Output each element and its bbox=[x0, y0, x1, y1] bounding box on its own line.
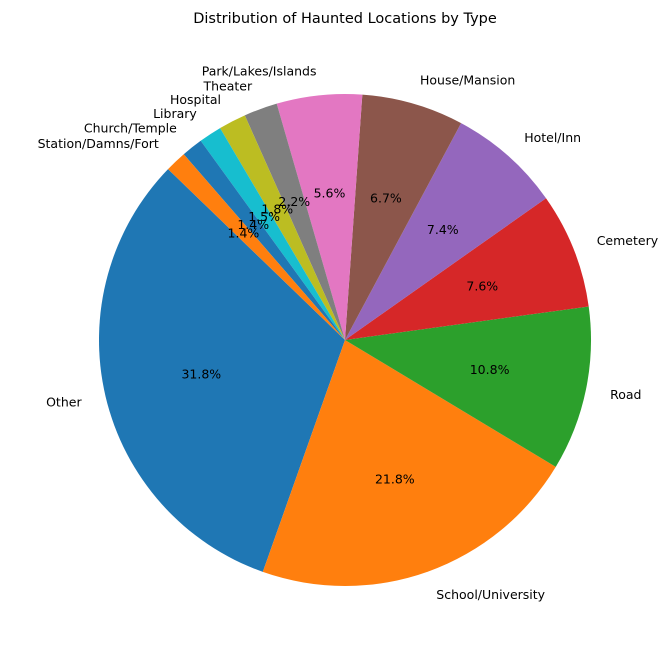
pie-label-road: Road bbox=[610, 387, 641, 402]
pie-label-school-university: School/University bbox=[436, 587, 545, 602]
pie-percent-house-mansion: 6.7% bbox=[370, 191, 402, 206]
pie-slice-house-mansion bbox=[345, 94, 462, 340]
pie-label-hotel-inn: Hotel/Inn bbox=[524, 130, 581, 145]
chart-title: Distribution of Haunted Locations by Typ… bbox=[193, 11, 497, 27]
pie-label-theater: Theater bbox=[202, 78, 252, 93]
pie-percent-church-temple: 1.4% bbox=[237, 217, 269, 232]
pie-percent-hospital: 1.8% bbox=[261, 201, 293, 216]
pie-slice-church-temple bbox=[183, 140, 345, 340]
pie-slice-school-university bbox=[262, 340, 556, 586]
pie-slice-cemetery bbox=[345, 198, 589, 340]
pie-percent-library: 1.5% bbox=[248, 209, 280, 224]
pie-label-house-mansion: House/Mansion bbox=[420, 73, 515, 88]
pie-percent-station-damns-fort: 1.4% bbox=[228, 225, 260, 240]
pie-slice-road bbox=[345, 306, 591, 467]
pie-label-cemetery: Cemetery bbox=[597, 233, 659, 248]
pie-slice-other bbox=[98, 169, 345, 572]
pie-slice-theater bbox=[244, 103, 345, 340]
pie-label-hospital: Hospital bbox=[170, 92, 221, 107]
pie-percent-labels: 31.8% 21.8% 10.8% 7.6% 7.4% 6.7% 5.6% 2.2%1.8%1… bbox=[181, 186, 509, 487]
pie-slice-park-lakes-islands bbox=[276, 93, 363, 340]
pie-slice-library bbox=[200, 128, 345, 340]
pie-slice-hospital bbox=[220, 115, 345, 340]
pie-label-library: Library bbox=[153, 106, 197, 121]
pie-percent-school-university: 21.8% bbox=[375, 471, 415, 486]
pie-slice-hotel-inn bbox=[345, 123, 547, 341]
pie-slice-station-damns-fort bbox=[168, 154, 345, 340]
pie-percent-other: 31.8% bbox=[181, 366, 221, 381]
pie-percent-road: 10.8% bbox=[470, 362, 510, 377]
pie-percent-hotel-inn: 7.4% bbox=[427, 222, 459, 237]
pie-label-station-damns-fort: Station/Damns/Fort bbox=[38, 136, 159, 151]
pie-label-church-temple: Church/Temple bbox=[84, 121, 177, 136]
pie-label-other: Other bbox=[46, 395, 82, 410]
pie-category-labels: Other School/University Road Cemetery Hotel/… bbox=[38, 63, 659, 602]
pie-percent-cemetery: 7.6% bbox=[466, 278, 498, 293]
pie-percent-park-lakes-islands: 5.6% bbox=[314, 186, 346, 201]
pie-percent-theater: 2.2% bbox=[278, 194, 310, 209]
pie-label-park-lakes-islands: Park/Lakes/Islands bbox=[202, 63, 317, 78]
pie-slices bbox=[98, 93, 591, 586]
